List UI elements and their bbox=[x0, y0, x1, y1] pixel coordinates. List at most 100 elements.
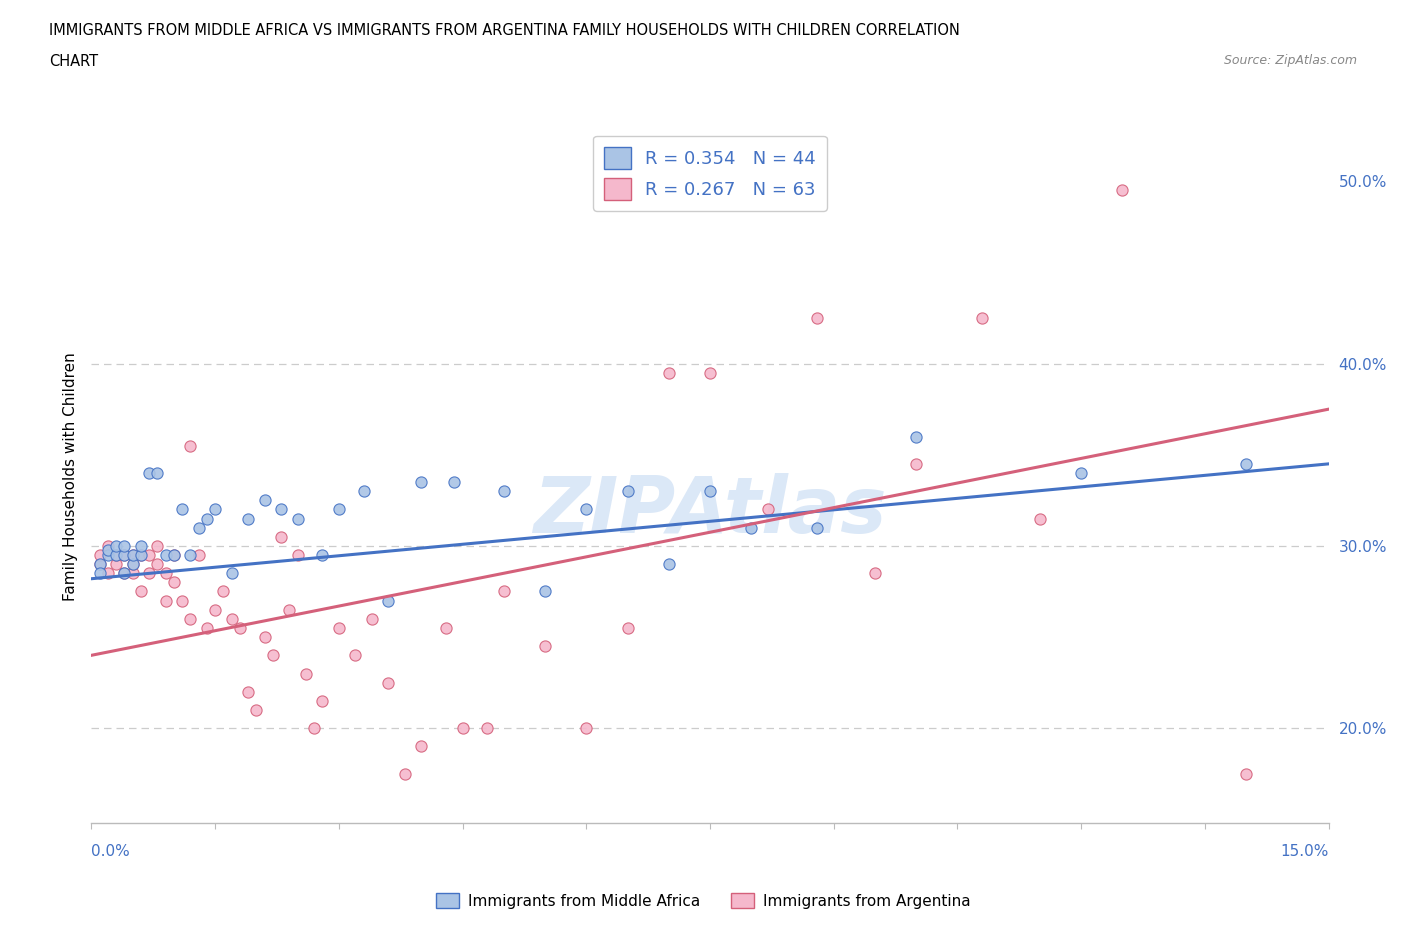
Point bbox=[492, 584, 515, 599]
Point bbox=[658, 365, 681, 380]
Point bbox=[905, 457, 928, 472]
Point bbox=[187, 548, 209, 563]
Point bbox=[172, 502, 194, 517]
Point bbox=[89, 565, 111, 580]
Point bbox=[121, 557, 143, 572]
Point bbox=[270, 529, 292, 544]
Point bbox=[112, 565, 135, 580]
Legend: Immigrants from Middle Africa, Immigrants from Argentina: Immigrants from Middle Africa, Immigrant… bbox=[430, 886, 976, 915]
Point bbox=[1234, 457, 1257, 472]
Point bbox=[699, 365, 721, 380]
Point bbox=[1029, 512, 1052, 526]
Point bbox=[278, 603, 301, 618]
Point bbox=[105, 557, 128, 572]
Point bbox=[360, 611, 382, 626]
Point bbox=[89, 548, 111, 563]
Point bbox=[1111, 183, 1133, 198]
Point bbox=[575, 502, 598, 517]
Point bbox=[112, 548, 135, 563]
Point bbox=[146, 466, 169, 481]
Text: ZIPAtlas: ZIPAtlas bbox=[533, 473, 887, 550]
Point bbox=[295, 666, 318, 681]
Point bbox=[97, 548, 120, 563]
Point bbox=[287, 512, 309, 526]
Point bbox=[863, 565, 886, 580]
Text: 0.0%: 0.0% bbox=[91, 844, 131, 858]
Point bbox=[195, 512, 218, 526]
Point bbox=[236, 512, 259, 526]
Text: IMMIGRANTS FROM MIDDLE AFRICA VS IMMIGRANTS FROM ARGENTINA FAMILY HOUSEHOLDS WIT: IMMIGRANTS FROM MIDDLE AFRICA VS IMMIGRA… bbox=[49, 23, 960, 38]
Point bbox=[328, 502, 350, 517]
Legend: R = 0.354   N = 44, R = 0.267   N = 63: R = 0.354 N = 44, R = 0.267 N = 63 bbox=[593, 136, 827, 210]
Point bbox=[155, 565, 177, 580]
Point bbox=[229, 620, 252, 635]
Point bbox=[89, 557, 111, 572]
Point bbox=[575, 721, 598, 736]
Point bbox=[311, 548, 333, 563]
Point bbox=[172, 593, 194, 608]
Point bbox=[287, 548, 309, 563]
Point bbox=[262, 648, 284, 663]
Point bbox=[187, 520, 209, 535]
Point bbox=[443, 474, 465, 489]
Point bbox=[112, 538, 135, 553]
Point bbox=[221, 565, 243, 580]
Point bbox=[121, 565, 143, 580]
Point bbox=[129, 548, 152, 563]
Point bbox=[97, 542, 120, 557]
Point bbox=[411, 739, 433, 754]
Point bbox=[138, 466, 160, 481]
Point bbox=[129, 584, 152, 599]
Point bbox=[1070, 466, 1092, 481]
Point bbox=[129, 548, 152, 563]
Point bbox=[616, 484, 638, 498]
Y-axis label: Family Households with Children: Family Households with Children bbox=[62, 352, 77, 601]
Point bbox=[699, 484, 721, 498]
Text: CHART: CHART bbox=[49, 54, 98, 69]
Text: Source: ZipAtlas.com: Source: ZipAtlas.com bbox=[1223, 54, 1357, 67]
Point bbox=[138, 548, 160, 563]
Point bbox=[477, 721, 499, 736]
Point bbox=[138, 565, 160, 580]
Point bbox=[253, 493, 276, 508]
Point bbox=[146, 557, 169, 572]
Point bbox=[97, 565, 120, 580]
Point bbox=[221, 611, 243, 626]
Point bbox=[905, 429, 928, 444]
Point bbox=[105, 538, 128, 553]
Point bbox=[204, 603, 226, 618]
Point bbox=[344, 648, 367, 663]
Point bbox=[806, 311, 828, 325]
Point bbox=[204, 502, 226, 517]
Point bbox=[112, 565, 135, 580]
Point bbox=[195, 620, 218, 635]
Point bbox=[353, 484, 375, 498]
Text: 15.0%: 15.0% bbox=[1281, 844, 1329, 858]
Point bbox=[245, 702, 267, 717]
Point bbox=[179, 438, 201, 453]
Point bbox=[311, 694, 333, 709]
Point bbox=[451, 721, 474, 736]
Point bbox=[806, 520, 828, 535]
Point bbox=[411, 474, 433, 489]
Point bbox=[394, 766, 416, 781]
Point bbox=[146, 538, 169, 553]
Point bbox=[270, 502, 292, 517]
Point bbox=[740, 520, 762, 535]
Point bbox=[105, 548, 128, 563]
Point bbox=[236, 684, 259, 699]
Point bbox=[179, 548, 201, 563]
Point bbox=[129, 538, 152, 553]
Point bbox=[97, 538, 120, 553]
Point bbox=[112, 548, 135, 563]
Point bbox=[492, 484, 515, 498]
Point bbox=[972, 311, 994, 325]
Point bbox=[163, 575, 186, 590]
Point bbox=[253, 630, 276, 644]
Point bbox=[434, 620, 457, 635]
Point bbox=[302, 721, 325, 736]
Point bbox=[534, 584, 557, 599]
Point bbox=[756, 502, 779, 517]
Point bbox=[328, 620, 350, 635]
Point bbox=[212, 584, 235, 599]
